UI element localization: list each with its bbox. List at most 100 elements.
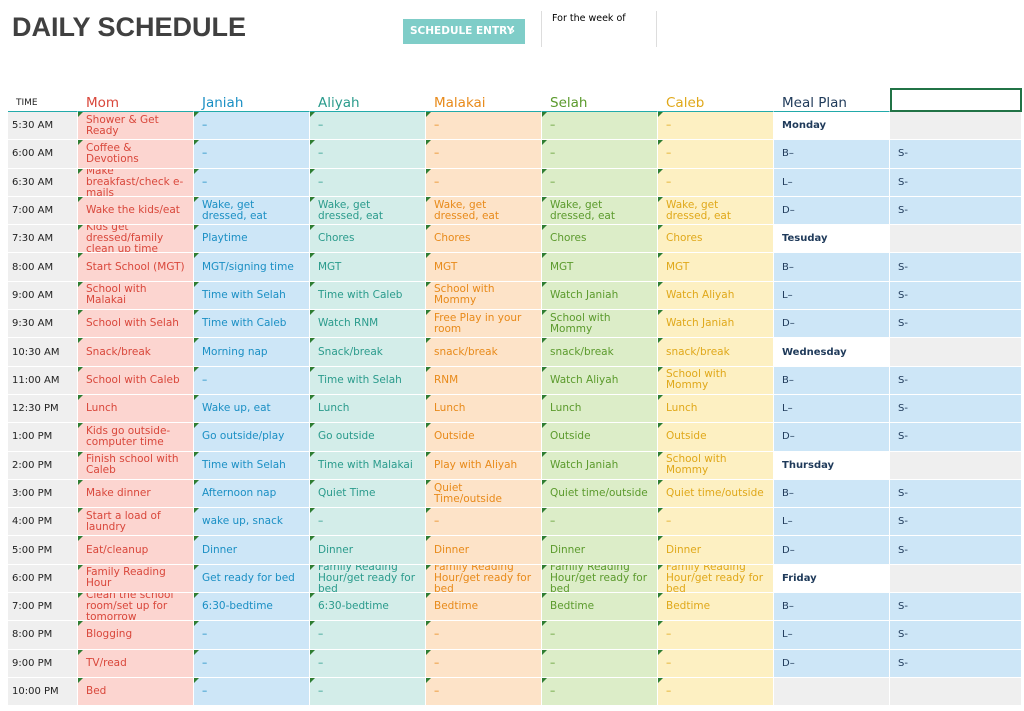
activity-cell[interactable]: School with Selah: [78, 310, 194, 339]
activity-cell[interactable]: –: [658, 140, 774, 169]
activity-cell[interactable]: Coffee & Devotions: [78, 140, 194, 169]
meal-cell[interactable]: D–: [774, 310, 890, 339]
side-cell[interactable]: S-: [890, 394, 1022, 424]
activity-cell[interactable]: Family Reading Hour: [78, 564, 194, 594]
activity-cell[interactable]: –: [658, 649, 774, 678]
activity-cell[interactable]: Play with Aliyah: [426, 451, 542, 480]
activity-cell[interactable]: Bedtime: [658, 593, 774, 622]
time-cell[interactable]: 9:00 AM: [8, 281, 78, 311]
meal-cell[interactable]: [774, 677, 890, 707]
meal-cell[interactable]: Tesuday: [774, 225, 890, 254]
activity-cell[interactable]: Outside: [542, 423, 658, 452]
activity-cell[interactable]: –: [426, 508, 542, 537]
meal-cell[interactable]: D–: [774, 536, 890, 565]
activity-cell[interactable]: Time with Caleb: [310, 281, 426, 311]
activity-cell[interactable]: MGT: [426, 253, 542, 282]
meal-cell[interactable]: D–: [774, 649, 890, 678]
activity-cell[interactable]: 6:30-bedtime: [194, 593, 310, 622]
activity-cell[interactable]: Lunch: [542, 394, 658, 424]
side-cell[interactable]: S-: [890, 281, 1022, 311]
activity-cell[interactable]: Playtime: [194, 225, 310, 254]
activity-cell[interactable]: Wake, get dressed, eat: [658, 196, 774, 226]
activity-cell[interactable]: Dinner: [426, 536, 542, 565]
activity-cell[interactable]: –: [542, 140, 658, 169]
activity-cell[interactable]: –: [194, 168, 310, 197]
week-field[interactable]: For the week of: [541, 11, 657, 47]
activity-cell[interactable]: –: [658, 508, 774, 537]
activity-cell[interactable]: Wake up, eat: [194, 394, 310, 424]
meal-cell[interactable]: B–: [774, 366, 890, 395]
activity-cell[interactable]: Dinner: [658, 536, 774, 565]
activity-cell[interactable]: Snack/break: [78, 338, 194, 367]
activity-cell[interactable]: Make dinner: [78, 479, 194, 509]
meal-cell[interactable]: D–: [774, 423, 890, 452]
activity-cell[interactable]: –: [658, 621, 774, 650]
activity-cell[interactable]: Go outside: [310, 423, 426, 452]
activity-cell[interactable]: Wake, get dressed, eat: [542, 196, 658, 226]
side-cell[interactable]: [890, 677, 1022, 707]
side-cell[interactable]: [890, 225, 1022, 254]
activity-cell[interactable]: –: [426, 621, 542, 650]
activity-cell[interactable]: Clean the school room/set up for tomorro…: [78, 593, 194, 622]
time-cell[interactable]: 7:30 AM: [8, 225, 78, 254]
activity-cell[interactable]: –: [194, 677, 310, 707]
side-cell[interactable]: S-: [890, 196, 1022, 226]
activity-cell[interactable]: Outside: [426, 423, 542, 452]
activity-cell[interactable]: –: [310, 649, 426, 678]
activity-cell[interactable]: MGT: [542, 253, 658, 282]
activity-cell[interactable]: Lunch: [78, 394, 194, 424]
time-cell[interactable]: 3:00 PM: [8, 479, 78, 509]
meal-cell[interactable]: Friday: [774, 564, 890, 594]
activity-cell[interactable]: Dinner: [310, 536, 426, 565]
side-cell[interactable]: S-: [890, 253, 1022, 282]
activity-cell[interactable]: Outside: [658, 423, 774, 452]
time-cell[interactable]: 9:30 AM: [8, 310, 78, 339]
activity-cell[interactable]: –: [310, 140, 426, 169]
activity-cell[interactable]: Chores: [542, 225, 658, 254]
time-cell[interactable]: 7:00 PM: [8, 593, 78, 622]
activity-cell[interactable]: snack/break: [658, 338, 774, 367]
activity-cell[interactable]: –: [426, 168, 542, 197]
activity-cell[interactable]: Kids get dressed/family clean up time: [78, 225, 194, 254]
activity-cell[interactable]: –: [426, 649, 542, 678]
activity-cell[interactable]: School with Mommy: [658, 451, 774, 480]
activity-cell[interactable]: –: [310, 112, 426, 141]
activity-cell[interactable]: Chores: [310, 225, 426, 254]
activity-cell[interactable]: Morning nap: [194, 338, 310, 367]
meal-cell[interactable]: L–: [774, 394, 890, 424]
activity-cell[interactable]: Family Reading Hour/get ready for bed: [658, 564, 774, 594]
activity-cell[interactable]: Snack/break: [310, 338, 426, 367]
activity-cell[interactable]: –: [194, 140, 310, 169]
time-cell[interactable]: 4:00 PM: [8, 508, 78, 537]
activity-cell[interactable]: Chores: [426, 225, 542, 254]
activity-cell[interactable]: MGT/signing time: [194, 253, 310, 282]
activity-cell[interactable]: Watch RNM: [310, 310, 426, 339]
meal-cell[interactable]: Monday: [774, 112, 890, 141]
activity-cell[interactable]: –: [542, 621, 658, 650]
activity-cell[interactable]: Finish school with Caleb: [78, 451, 194, 480]
activity-cell[interactable]: Wake, get dressed, eat: [194, 196, 310, 226]
side-cell[interactable]: S-: [890, 508, 1022, 537]
meal-cell[interactable]: B–: [774, 140, 890, 169]
activity-cell[interactable]: Get ready for bed: [194, 564, 310, 594]
schedule-entry-button[interactable]: SCHEDULE ENTRY ›: [403, 19, 525, 44]
side-cell[interactable]: S-: [890, 649, 1022, 678]
activity-cell[interactable]: Bedtime: [426, 593, 542, 622]
activity-cell[interactable]: 6:30-bedtime: [310, 593, 426, 622]
activity-cell[interactable]: –: [542, 649, 658, 678]
side-cell[interactable]: [890, 564, 1022, 594]
activity-cell[interactable]: Family Reading Hour/get ready for bed: [426, 564, 542, 594]
activity-cell[interactable]: Quiet time/outside: [542, 479, 658, 509]
time-cell[interactable]: 10:00 PM: [8, 677, 78, 707]
activity-cell[interactable]: Wake, get dressed, eat: [426, 196, 542, 226]
side-cell[interactable]: [890, 451, 1022, 480]
side-cell[interactable]: S-: [890, 140, 1022, 169]
time-cell[interactable]: 6:00 PM: [8, 564, 78, 594]
time-cell[interactable]: 6:30 AM: [8, 168, 78, 197]
activity-cell[interactable]: Go outside/play: [194, 423, 310, 452]
time-cell[interactable]: 8:00 AM: [8, 253, 78, 282]
activity-cell[interactable]: –: [426, 677, 542, 707]
time-cell[interactable]: 11:00 AM: [8, 366, 78, 395]
activity-cell[interactable]: Time with Selah: [194, 281, 310, 311]
activity-cell[interactable]: Watch Aliyah: [542, 366, 658, 395]
